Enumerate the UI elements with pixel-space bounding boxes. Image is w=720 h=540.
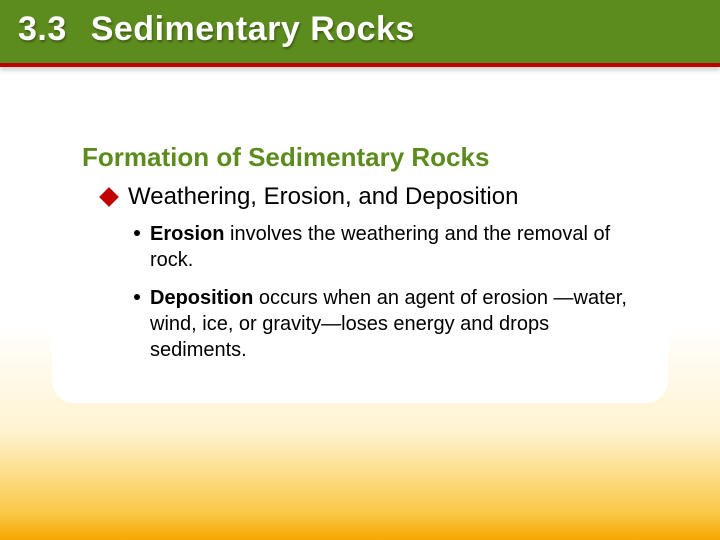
subheading-row: Weathering, Erosion, and Deposition (102, 183, 638, 211)
bullet-term: Erosion (150, 223, 224, 245)
dot-bullet-icon (134, 230, 140, 236)
header-line: 3.3 Sedimentary Rocks (18, 10, 702, 49)
diamond-bullet-icon (99, 187, 119, 207)
dot-bullet-icon (134, 294, 140, 300)
bullet-text: Deposition occurs when an agent of erosi… (150, 285, 638, 363)
bullet-item: Deposition occurs when an agent of erosi… (134, 285, 638, 363)
section-number: 3.3 (18, 10, 67, 48)
bullet-term: Deposition (150, 287, 253, 309)
slide-header: 3.3 Sedimentary Rocks (0, 0, 720, 67)
content-card: Formation of Sedimentary Rocks Weatherin… (52, 120, 668, 403)
section-heading: Formation of Sedimentary Rocks (82, 142, 638, 173)
slide: 3.3 Sedimentary Rocks Formation of Sedim… (0, 0, 720, 540)
bullet-text: Erosion involves the weathering and the … (150, 221, 638, 273)
slide-title: Sedimentary Rocks (91, 10, 415, 48)
bullet-item: Erosion involves the weathering and the … (134, 221, 638, 273)
subheading-text: Weathering, Erosion, and Deposition (128, 183, 518, 211)
